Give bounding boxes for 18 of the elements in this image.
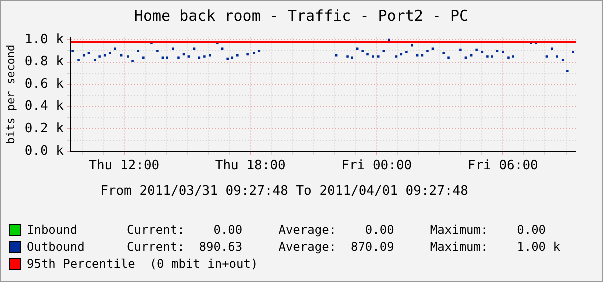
x-tick-label: Thu 12:00 [89, 158, 160, 174]
y-tick-label: 0.4 k [24, 99, 64, 114]
y-tick-label: 0.0 k [24, 144, 64, 159]
x-tick-label: Fri 00:00 [342, 158, 412, 174]
text: Current: 0.00 Average: 0.00 Maximum: 0.00 [127, 222, 546, 236]
y-tick-label: 0.8 k [24, 54, 64, 70]
x-tick-label: Thu 18:00 [215, 158, 286, 174]
y-tick-label: 0.2 k [24, 122, 64, 136]
legend-label: Outbound [27, 240, 86, 254]
legend-label: 95th Percentile (0 mbit in+out) [27, 256, 258, 270]
y-axis-title: bits per second [4, 44, 18, 144]
y-tick-label: 1.0 k [24, 32, 64, 48]
legend-label: Inbound [27, 222, 79, 236]
text: From 2011/03/31 09:27:48 To 2011/04/01 09:27:48 [100, 184, 470, 199]
text: Current: 890.63 Average: 870.09 Maximum: 1.00 k [127, 240, 560, 254]
chart-title: Home back room - Traffic - Port2 - PC [133, 7, 470, 25]
y-tick-label: 0.6 k [24, 76, 64, 92]
x-tick-label: Fri 06:00 [468, 158, 538, 174]
